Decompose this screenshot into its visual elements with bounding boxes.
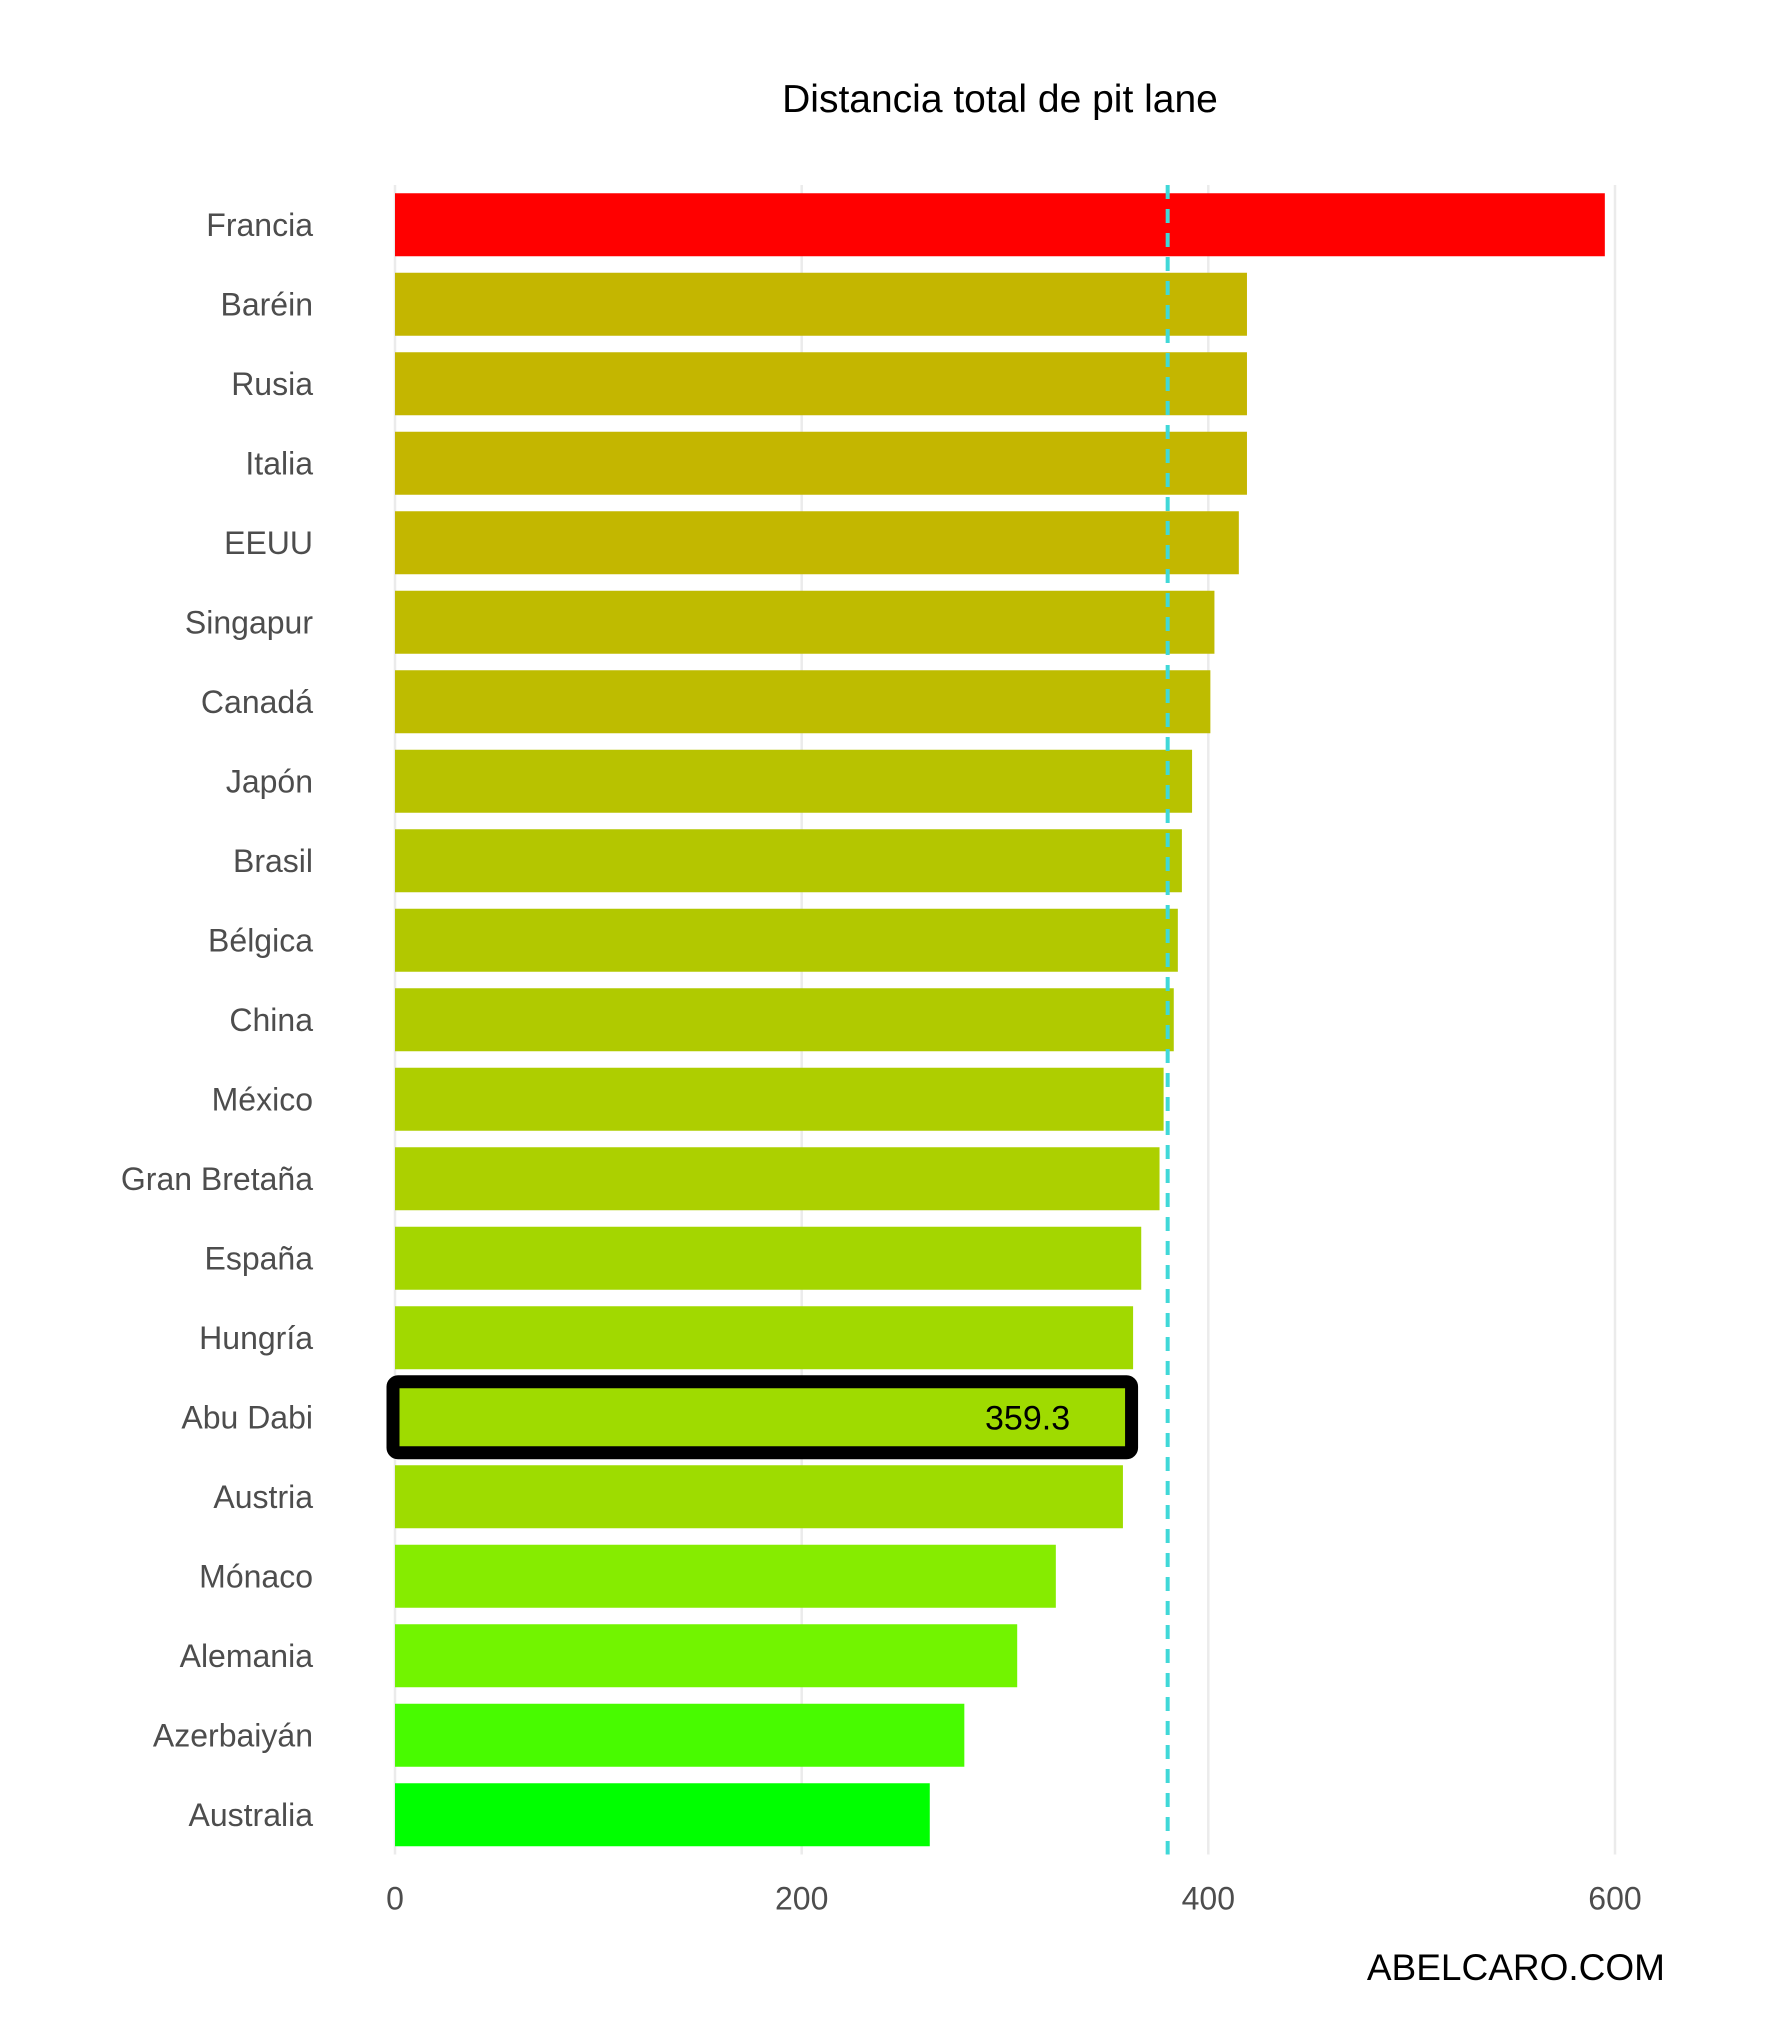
category-label: Rusia [231,366,313,402]
category-label: Singapur [185,604,313,640]
bar [395,352,1247,416]
bar [395,988,1174,1052]
bar [395,193,1605,257]
x-tick-label: 400 [1182,1881,1235,1917]
bar [395,1624,1018,1688]
category-label: Australia [189,1797,314,1833]
x-tick-label: 0 [386,1881,404,1917]
category-label: Italia [245,445,313,481]
bar [395,1306,1134,1370]
x-tick-labels: 0 200 400 600 [386,1881,1642,1917]
category-label: Mónaco [199,1558,313,1594]
bar [395,749,1193,813]
bar [395,1703,965,1767]
category-label: Alemania [180,1638,314,1674]
bar [395,1067,1164,1131]
highlight-group: 359.3 [386,1375,1139,1460]
category-label: Canadá [201,684,313,720]
bars [395,193,1605,1847]
category-label: Japón [226,763,313,799]
bar [395,1147,1160,1211]
bar [395,829,1182,893]
category-label: Brasil [233,843,313,879]
x-tick-label: 600 [1588,1881,1641,1917]
highlight-outline [386,1375,1139,1460]
category-label: China [229,1002,313,1038]
bar [395,431,1247,495]
bar [395,1226,1142,1290]
data-label: 359.3 [985,1399,1070,1437]
bar [395,1385,1126,1449]
chart-title: Distancia total de pit lane [782,78,1218,121]
bar [395,590,1215,654]
category-label: Gran Bretaña [121,1161,313,1197]
category-label: Bélgica [208,922,313,958]
category-label: México [212,1081,313,1117]
category-label: Baréin [221,286,314,322]
category-label: Abu Dabi [181,1399,313,1435]
category-label: España [204,1240,313,1276]
bar [395,1783,930,1847]
chart-caption: ABELCARO.COM [1367,1947,1665,1988]
category-labels: Francia Baréin Rusia Italia EEUU Singapur Cana… [121,207,313,1833]
bar [395,511,1239,575]
category-label: Francia [206,207,313,243]
bar [395,272,1247,336]
bar [395,908,1178,972]
bar [395,1544,1056,1608]
category-label: Azerbaiyán [153,1717,313,1753]
bar [395,670,1211,734]
category-label: Hungría [199,1320,313,1356]
x-tick-label: 200 [775,1881,828,1917]
category-label: Austria [213,1479,313,1515]
category-label: EEUU [224,525,313,561]
bar [395,1465,1123,1529]
